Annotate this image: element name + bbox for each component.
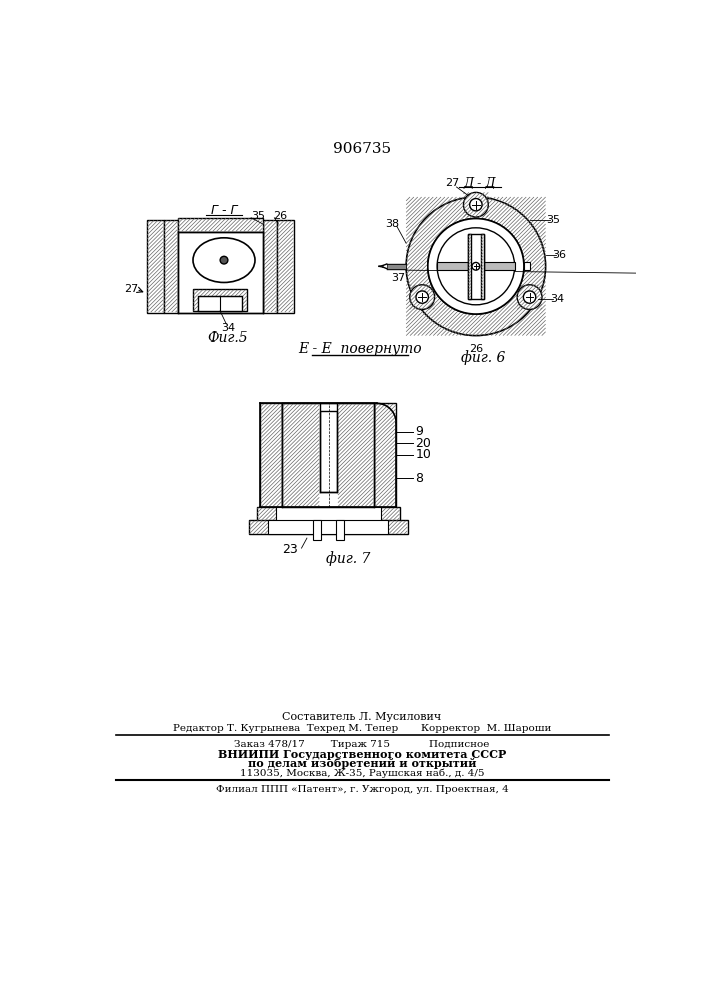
Bar xyxy=(177,232,263,312)
Bar xyxy=(437,262,515,270)
Circle shape xyxy=(220,256,228,264)
Bar xyxy=(263,220,276,312)
Text: 34: 34 xyxy=(550,294,564,304)
Text: 37: 37 xyxy=(391,273,405,283)
Text: E - E  повернуто: E - E повернуто xyxy=(298,342,421,356)
Bar xyxy=(481,234,484,299)
Bar xyxy=(337,520,344,540)
Text: Редактор Т. Кугрынева  Техред М. Тепер       Корректор  М. Шароши: Редактор Т. Кугрынева Техред М. Тепер Ко… xyxy=(173,724,551,733)
Bar xyxy=(276,507,380,521)
Bar xyxy=(276,220,293,312)
Circle shape xyxy=(469,199,482,211)
Bar xyxy=(249,520,408,534)
Text: фиг. 6: фиг. 6 xyxy=(462,350,506,365)
Bar xyxy=(468,234,472,299)
Text: 27: 27 xyxy=(445,178,460,188)
Bar xyxy=(374,403,396,507)
Text: 27: 27 xyxy=(124,284,138,294)
Bar xyxy=(468,234,484,299)
Text: 36: 36 xyxy=(553,250,566,260)
Text: ВНИИПИ Государственного комитета СССР: ВНИИПИ Государственного комитета СССР xyxy=(218,749,506,760)
Bar xyxy=(146,220,163,312)
Bar xyxy=(163,220,177,312)
Text: 906735: 906735 xyxy=(333,142,391,156)
Bar xyxy=(193,289,247,311)
Text: 35: 35 xyxy=(251,211,265,221)
Text: фиг. 7: фиг. 7 xyxy=(326,551,370,566)
Circle shape xyxy=(437,228,515,305)
Circle shape xyxy=(472,262,480,270)
Text: 34: 34 xyxy=(221,323,235,333)
Text: Г - Г: Г - Г xyxy=(211,204,238,217)
Bar xyxy=(282,403,374,419)
Text: Фиг.5: Фиг.5 xyxy=(208,331,248,345)
Text: 10: 10 xyxy=(416,448,431,461)
Text: 38: 38 xyxy=(385,219,399,229)
Bar xyxy=(260,403,282,507)
Text: Филиал ППП «Патент», г. Ужгород, ул. Проектная, 4: Филиал ППП «Патент», г. Ужгород, ул. Про… xyxy=(216,785,508,794)
Bar xyxy=(524,262,530,270)
Text: Д - Д: Д - Д xyxy=(464,177,496,190)
Text: 20: 20 xyxy=(416,437,431,450)
Circle shape xyxy=(406,197,546,336)
Text: 9: 9 xyxy=(416,425,423,438)
Text: 26: 26 xyxy=(469,344,483,354)
Circle shape xyxy=(523,291,536,303)
Circle shape xyxy=(517,285,542,309)
Text: по делам изобретений и открытий: по делам изобретений и открытий xyxy=(247,758,477,769)
Text: 26: 26 xyxy=(273,211,287,221)
Text: Составитель Л. Мусилович: Составитель Л. Мусилович xyxy=(282,712,442,722)
Circle shape xyxy=(416,291,428,303)
Text: Заказ 478/17        Тираж 715            Подписное: Заказ 478/17 Тираж 715 Подписное xyxy=(234,740,490,749)
Circle shape xyxy=(428,219,524,314)
Circle shape xyxy=(428,219,524,314)
Circle shape xyxy=(464,192,489,217)
Text: 35: 35 xyxy=(547,215,561,225)
Bar xyxy=(257,507,400,521)
Bar xyxy=(268,520,388,534)
Bar xyxy=(387,264,406,269)
Bar xyxy=(282,403,374,507)
Bar xyxy=(199,296,242,311)
Text: 113035, Москва, Ж-35, Раушская наб., д. 4/5: 113035, Москва, Ж-35, Раушская наб., д. … xyxy=(240,768,484,778)
Circle shape xyxy=(410,285,435,309)
Bar xyxy=(177,218,263,232)
Bar xyxy=(313,520,321,540)
Text: 23: 23 xyxy=(282,543,298,556)
Bar xyxy=(320,411,337,492)
Text: 8: 8 xyxy=(416,472,423,485)
Ellipse shape xyxy=(193,238,255,282)
